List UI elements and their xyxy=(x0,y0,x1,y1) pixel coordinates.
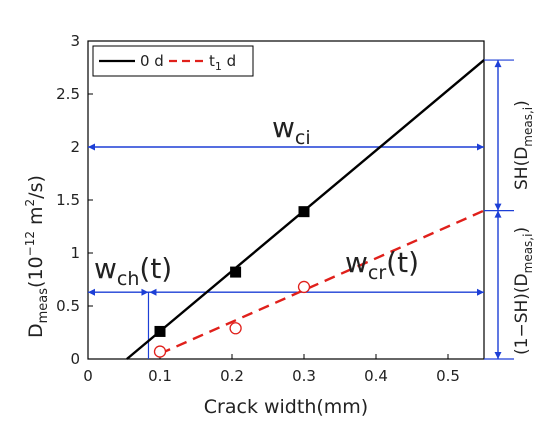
y-tick-labels: 0 0.5 1 1.5 2 2.5 3 xyxy=(56,32,80,368)
y-tick-label: 1 xyxy=(70,244,80,262)
series-0-point xyxy=(298,206,310,218)
y-tick-label: 0 xyxy=(70,350,80,368)
annotation-wci: wci xyxy=(272,111,311,149)
series-1-point xyxy=(297,280,311,294)
legend-label-0d: 0 d xyxy=(140,52,164,70)
y-axis-title: Dmeas(10−12 m2/s) xyxy=(23,175,51,338)
y-tick-label: 0.5 xyxy=(56,297,80,315)
wci-arrow-head-right xyxy=(477,143,484,151)
wcr-arrow-head-left xyxy=(149,288,157,296)
wcr-arrow-head-right xyxy=(477,288,484,296)
y-tick-label: 1.5 xyxy=(56,191,80,209)
series-1-fit-line xyxy=(159,209,485,355)
sh-lower-arrow-head-top xyxy=(494,210,502,218)
sh-upper-arrow-head-top xyxy=(494,60,502,68)
legend-label-t1d: t1 d xyxy=(209,52,236,73)
y-tick-label: 2 xyxy=(70,138,80,156)
x-tick-label: 0 xyxy=(83,367,93,385)
y-tick-label: 3 xyxy=(70,32,80,50)
wci-arrow-head-left xyxy=(88,143,95,151)
series-0-point xyxy=(154,325,166,337)
annotation-sh-lower: (1−SH)(Dmeas,i) xyxy=(512,227,535,355)
series-markers xyxy=(153,206,311,358)
sh-lower-arrow-head-bottom xyxy=(494,352,502,359)
x-tick-label: 0.3 xyxy=(292,367,316,385)
plot-frame xyxy=(87,40,485,360)
annotation-wcr: wcr(t) xyxy=(345,246,419,284)
axis-ticks xyxy=(87,40,449,360)
x-tick-label: 0.4 xyxy=(364,367,388,385)
x-tick-labels: 0 0.1 0.2 0.3 0.4 0.5 xyxy=(83,367,460,385)
series-1-point xyxy=(153,345,167,358)
reference-arrows xyxy=(88,59,514,360)
x-tick-label: 0.1 xyxy=(148,367,172,385)
annotation-sh-upper: SH(Dmeas,i) xyxy=(512,100,535,190)
x-tick-label: 0.5 xyxy=(436,367,460,385)
series-1-point xyxy=(229,322,242,335)
wch-arrow-head-right xyxy=(141,288,149,296)
sh-upper-arrow-head-bottom xyxy=(494,203,502,211)
x-axis-title: Crack width(mm) xyxy=(204,396,368,418)
x-tick-label: 0.2 xyxy=(220,367,244,385)
annotation-wch: wch(t) xyxy=(94,252,172,290)
y-tick-label: 2.5 xyxy=(56,85,80,103)
series-0-point xyxy=(230,266,242,278)
wch-arrow-head-left xyxy=(88,288,95,296)
legend: 0 d t1 d xyxy=(92,45,254,77)
